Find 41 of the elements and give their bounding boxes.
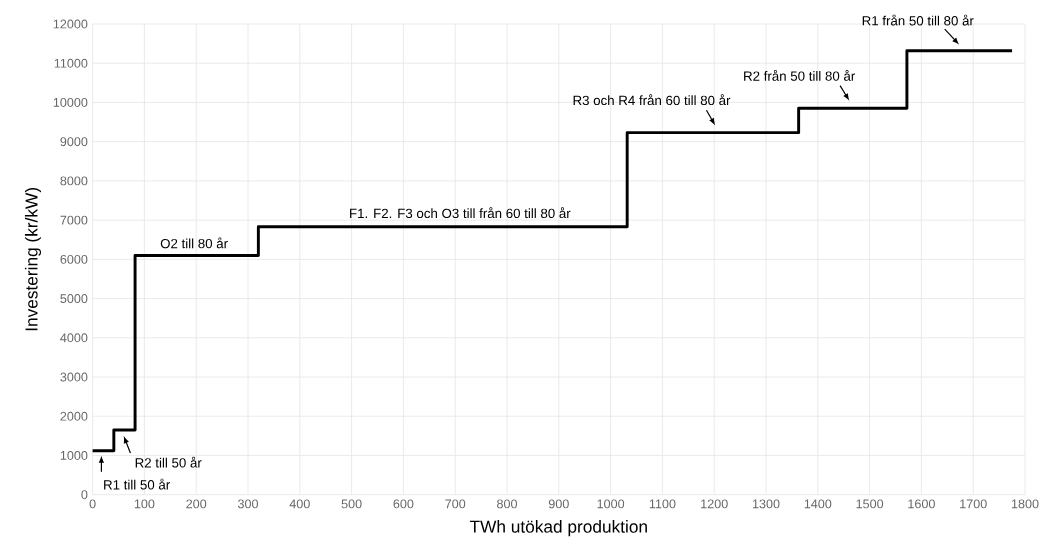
y-axis-title: Investering (kr/kW) [24,187,42,331]
y-tick-label: 9000 [60,137,88,147]
annotation: R2 från 50 till 80 år [744,69,856,81]
annotation: F1. F2. F3 och O3 till från 60 till 80 år [350,207,571,219]
x-tick-label: 700 [445,499,466,509]
y-tick-label: 6000 [60,254,88,264]
annotation: R3 och R4 från 60 till 80 år [573,94,731,106]
x-tick-label: 1300 [752,499,780,509]
y-tick-label: 5000 [60,294,88,304]
x-tick-label: 300 [237,499,259,509]
x-tick-label: 900 [548,499,569,509]
x-tick-label: 0 [89,499,96,509]
x-tick-label: 1800 [1011,499,1039,509]
x-axis-title: TWh utökad produktion [469,520,647,537]
x-tick-label: 1600 [908,499,935,509]
y-tick-label: 1000 [60,451,88,460]
x-tick-label: 500 [341,499,362,509]
y-tick-label: 8000 [60,176,88,186]
y-tick-label: 10000 [53,97,88,107]
y-tick-label: 3000 [60,372,88,382]
x-tick-label: 1700 [960,499,987,509]
x-tick-label: 1200 [701,499,728,509]
x-tick-label: 200 [186,499,207,509]
y-tick-label: 0 [81,490,88,500]
y-tick-label: 7000 [60,215,88,225]
x-tick-label: 800 [497,499,518,509]
x-tick-label: 400 [289,499,310,509]
annotation: R2 till 50 år [135,456,202,468]
x-tick-label: 1500 [856,499,884,509]
annotation: O2 till 80 år [160,237,228,249]
x-tick-label: 1400 [804,499,832,509]
y-tick-label: 4000 [60,333,88,343]
x-tick-label: 100 [134,499,155,509]
x-tick-label: 1100 [649,499,676,509]
y-tick-label: 12000 [53,19,88,29]
annotation: R1 från 50 till 80 år [862,14,974,26]
y-tick-label: 11000 [54,58,88,68]
annotation: R1 till 50 år [104,478,170,490]
x-tick-label: 1000 [597,499,625,509]
x-tick-label: 600 [393,499,414,509]
y-tick-label: 2000 [60,411,88,421]
